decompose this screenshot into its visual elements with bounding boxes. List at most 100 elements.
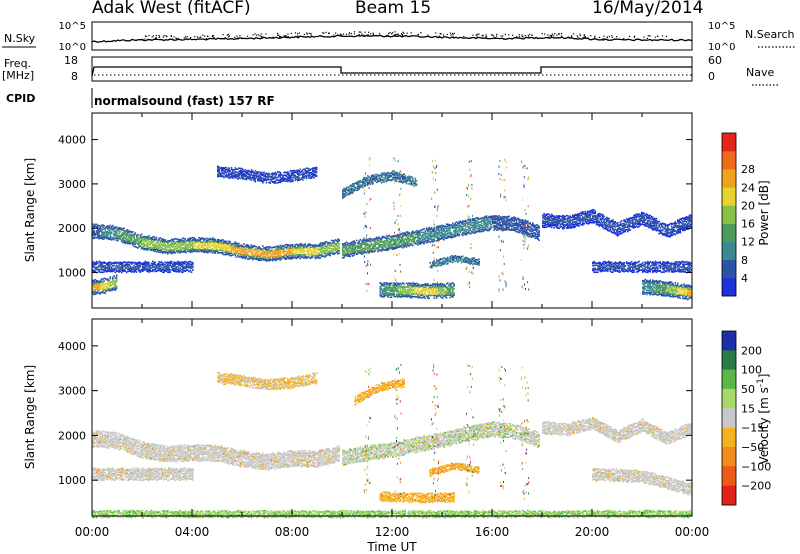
scatter-pixel: [335, 251, 338, 254]
scatter-pixel: [679, 290, 682, 292]
scatter-pixel: [423, 232, 425, 234]
scatter-pixel: [418, 232, 420, 235]
scatter-pixel: [544, 215, 547, 217]
scatter-pixel: [265, 260, 268, 262]
scatter-pixel: [662, 292, 664, 294]
scatter-pixel: [537, 235, 539, 238]
scatter-pixel: [684, 297, 687, 299]
scatter-pixel: [243, 247, 245, 250]
scatter-pixel: [190, 248, 193, 250]
sky-noise-dot: [368, 31, 370, 33]
scatter-pixel: [354, 251, 357, 254]
scatter-pixel: [547, 224, 549, 226]
scatter-pixel: [314, 255, 317, 258]
scatter-pixel: [400, 296, 403, 298]
scatter-pixel: [179, 247, 182, 250]
scatter-pixel: [380, 287, 383, 290]
scatter-pixel: [669, 287, 672, 289]
scatter-pixel: [280, 252, 283, 254]
scatter-pixel: [97, 291, 99, 294]
scatter-pixel: [258, 247, 260, 250]
scatter-pixel: [404, 291, 407, 294]
scatter-pixel: [548, 221, 550, 224]
scatter-pixel: [129, 230, 132, 233]
scatter-pixel: [270, 249, 273, 252]
sky-noise-dot: [556, 34, 558, 36]
scatter-pixel: [108, 225, 110, 228]
sky-noise-dot: [286, 35, 288, 37]
sky-noise-dot: [485, 34, 487, 36]
scatter-pixel: [454, 231, 457, 233]
scatter-pixel: [285, 247, 288, 250]
sky-noise-dot: [279, 36, 281, 38]
scatter-pixel: [512, 217, 514, 219]
scatter-pixel: [99, 228, 102, 230]
scatter-pixel: [424, 232, 427, 234]
scatter-pixel: [687, 287, 689, 289]
scatter-pixel: [188, 249, 190, 251]
scatter-pixel: [329, 250, 332, 253]
scatter-pixel: [418, 237, 420, 239]
scatter-pixel: [360, 251, 363, 253]
scatter-pixel: [280, 248, 283, 250]
scatter-pixel: [397, 233, 399, 236]
scatter-pixel: [570, 222, 573, 225]
scatter-pixel: [502, 225, 504, 227]
scatter-pixel: [160, 244, 163, 246]
scatter-pixel: [400, 283, 403, 286]
scatter-pixel: [525, 230, 528, 232]
scatter-pixel: [285, 254, 288, 257]
scatter-pixel: [289, 257, 292, 260]
scatter-pixel: [185, 240, 188, 242]
scatter-pixel: [473, 222, 475, 225]
scatter-pixel: [432, 284, 434, 286]
scatter-pixel: [409, 291, 412, 293]
scatter-pixel: [314, 253, 317, 256]
scatter-pixel: [349, 247, 352, 249]
scatter-pixel: [492, 215, 494, 218]
scatter-pixel: [383, 249, 385, 251]
scatter-pixel: [514, 229, 517, 231]
scatter-pixel: [388, 238, 390, 240]
sky-noise-dot: [582, 37, 584, 39]
scatter-pixel: [142, 243, 144, 246]
scatter-pixel: [553, 226, 555, 229]
scatter-pixel: [363, 239, 365, 242]
scatter-pixel: [463, 223, 465, 225]
scatter-pixel: [225, 245, 228, 248]
scatter-pixel: [505, 223, 508, 226]
scatter-pixel: [552, 214, 554, 217]
scatter-pixel: [352, 255, 354, 257]
scatter-pixel: [165, 249, 168, 251]
sky-noise-dot: [277, 32, 279, 35]
scatter-pixel: [447, 229, 449, 232]
scatter-pixel: [679, 294, 682, 297]
scatter-pixel: [230, 248, 233, 250]
scatter-pixel: [642, 282, 644, 285]
scatter-pixel: [659, 286, 662, 288]
scatter-pixel: [508, 228, 510, 231]
scatter-pixel: [404, 295, 407, 297]
scatter-pixel: [484, 227, 487, 229]
scatter-pixel: [122, 232, 124, 234]
scatter-pixel: [413, 240, 415, 243]
scatter-pixel: [357, 244, 359, 247]
scatter-pixel: [427, 235, 429, 238]
scatter-pixel: [472, 228, 474, 231]
scatter-pixel: [207, 248, 209, 251]
scatter-pixel: [242, 250, 244, 252]
scatter-pixel: [97, 280, 99, 282]
scatter-pixel: [402, 247, 404, 249]
scatter-pixel: [509, 225, 512, 227]
scatter-pixel: [440, 237, 443, 239]
sky-noise-dot: [228, 35, 231, 37]
scatter-pixel: [552, 218, 554, 220]
scatter-pixel: [399, 246, 402, 248]
scatter-pixel: [248, 245, 250, 247]
scatter-pixel: [665, 292, 668, 295]
sky-noise-dot: [172, 38, 174, 40]
scatter-pixel: [357, 253, 359, 255]
scatter-pixel: [107, 236, 109, 239]
scatter-pixel: [102, 291, 104, 294]
sky-noise-dot: [568, 36, 570, 38]
